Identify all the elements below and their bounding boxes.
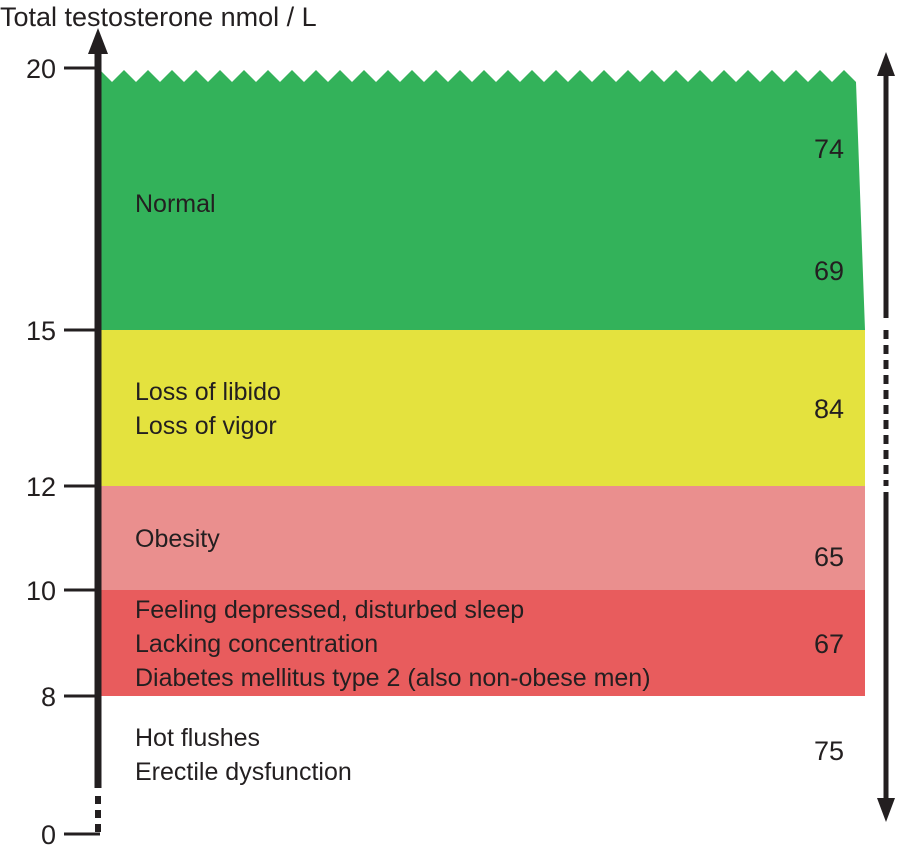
band-depression: Feeling depressed, disturbed sleep Lackin… [100,590,865,696]
axis-title: Total testosterone nmol / L [0,2,317,32]
band-libido-vigor-number-0: 84 [814,394,844,424]
band-normal-number-1: 69 [814,256,844,286]
band-libido-vigor-text-1: Loss of vigor [135,412,277,440]
tick-label-8: 8 [41,682,56,712]
band-hot-flushes: Hot flushes Erectile dysfunction 75 [135,724,844,786]
y-axis-ticks: 20 15 12 10 8 0 [26,54,100,847]
right-arrow-bottom-head [877,798,895,822]
y-axis [88,28,108,834]
band-depression-text-1: Lacking concentration [135,630,378,658]
band-normal-number-0: 74 [814,134,844,164]
band-hot-flushes-text-1: Erectile dysfunction [135,758,352,786]
band-depression-text-0: Feeling depressed, disturbed sleep [135,596,524,624]
band-normal-text-0: Normal [135,190,216,218]
band-normal: Normal 74 69 [100,70,865,330]
tick-label-10: 10 [26,576,56,606]
tick-label-20: 20 [26,54,56,84]
right-arrow-top-head [877,52,895,76]
band-obesity-fill [100,486,865,590]
tick-label-15: 15 [26,316,56,346]
band-normal-fill [100,70,865,330]
band-depression-number-0: 67 [814,629,844,659]
band-depression-fill [100,590,865,696]
band-libido-vigor: Loss of libido Loss of vigor 84 [100,330,865,486]
right-range-arrow [877,52,895,822]
y-axis-arrowhead [88,28,108,54]
band-libido-vigor-text-0: Loss of libido [135,378,281,406]
band-hot-flushes-text-0: Hot flushes [135,724,260,752]
tick-label-12: 12 [26,472,56,502]
tick-label-0: 0 [41,820,56,847]
bands-layer: Normal 74 69 Loss of libido Loss of vigor 84 O… [100,70,865,786]
band-depression-text-2: Diabetes mellitus type 2 (also non-obese… [135,664,651,692]
band-obesity-text-0: Obesity [135,525,220,553]
band-obesity-number-0: 65 [814,542,844,572]
band-obesity: Obesity 65 [100,486,865,590]
band-libido-vigor-fill [100,330,865,486]
band-hot-flushes-number-0: 75 [814,736,844,766]
